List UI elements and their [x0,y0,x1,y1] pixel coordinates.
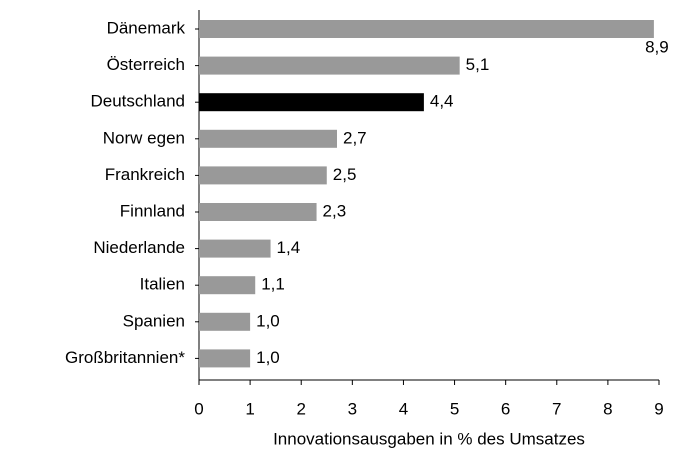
bar [199,349,251,368]
y-tick-label: Deutschland [90,92,185,111]
value-label: 2,7 [343,128,367,147]
value-label: 5,1 [466,55,490,74]
bar [199,93,424,112]
x-tick-label: 4 [399,399,408,418]
bar [199,312,251,331]
x-tick-label: 3 [348,399,357,418]
x-tick-label: 2 [296,399,305,418]
x-tick-label: 0 [194,399,203,418]
y-tick-label: Norw egen [103,128,185,147]
x-tick-label: 5 [450,399,459,418]
value-label: 1,1 [261,275,285,294]
y-tick-label: Dänemark [107,18,186,37]
bar [199,166,327,185]
y-tick-label: Spanien [123,311,185,330]
bar [199,20,654,38]
bar [199,239,271,258]
x-axis-title: Innovationsausgaben in % des Umsatzes [273,429,585,448]
x-tick-label: 6 [501,399,510,418]
y-tick-label: Großbritannien* [65,348,185,367]
value-label: 1,0 [256,348,280,367]
value-label: 2,5 [333,165,357,184]
y-tick-label: Finnland [120,201,185,220]
bar [199,129,337,148]
x-tick-label: 1 [245,399,254,418]
y-tick-label: Frankreich [105,165,185,184]
value-label: 4,4 [430,92,454,111]
x-tick-label: 9 [654,399,663,418]
value-label: 2,3 [323,201,347,220]
value-label: 8,9 [645,37,669,56]
bar [199,203,317,221]
x-tick-label: 8 [603,399,612,418]
bar [199,56,460,75]
y-tick-label: Niederlande [93,238,185,257]
y-tick-label: Österreich [107,55,185,74]
value-label: 1,0 [256,311,280,330]
bar [199,276,256,295]
y-tick-label: Italien [140,275,185,294]
value-label: 1,4 [277,238,301,257]
x-tick-label: 7 [552,399,561,418]
